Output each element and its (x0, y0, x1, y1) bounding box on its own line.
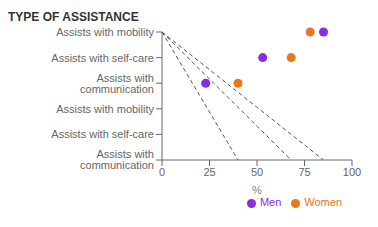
svg-text:0: 0 (159, 166, 165, 178)
svg-text:25: 25 (203, 166, 215, 178)
svg-text:Assists with mobility: Assists with mobility (56, 103, 154, 115)
html-text:TYPE OF ASSISTANCE: TYPE OF ASSISTANCE (8, 10, 139, 24)
svg-text:Assists withcommunication: Assists withcommunication (80, 148, 154, 171)
html-text:Men: Men (259, 196, 282, 208)
svg-text:Assists with self-care: Assists with self-care (51, 128, 154, 140)
svg-text:Assists withcommunication: Assists withcommunication (80, 72, 154, 95)
svg-text:75: 75 (298, 166, 310, 178)
svg-text:Assists with self-care: Assists with self-care (51, 52, 154, 64)
svg-text:Assists with mobility: Assists with mobility (56, 26, 154, 38)
html-text:Women: Women (304, 196, 342, 208)
svg-text:%: % (252, 184, 262, 196)
svg-text:50: 50 (251, 166, 263, 178)
svg-text:100: 100 (343, 166, 361, 178)
